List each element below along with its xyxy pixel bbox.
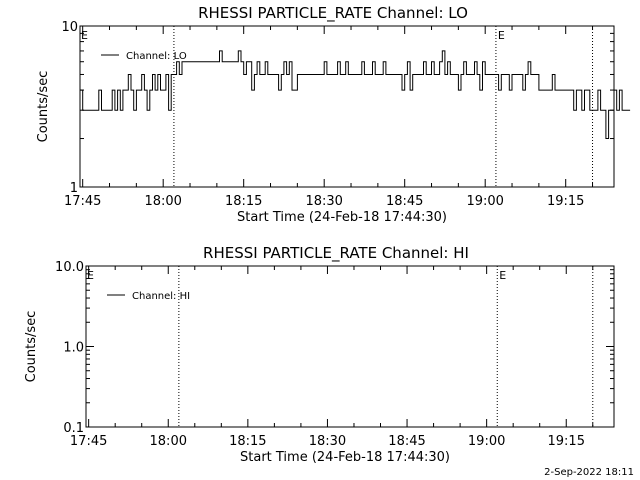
x-tick-label: 18:30	[309, 434, 346, 449]
panel-lo: RHESSI PARTICLE_RATE Channel: LO 1 10 17:45…	[36, 4, 631, 225]
event-label: E	[498, 29, 505, 42]
y-axis-label: Counts/sec	[24, 311, 39, 383]
event-label: E	[87, 269, 94, 282]
event-label: E	[81, 29, 88, 42]
chart-title: RHESSI PARTICLE_RATE Channel: LO	[198, 4, 468, 23]
x-tick-label: 18:30	[305, 194, 342, 209]
x-tick-label: 19:15	[547, 194, 584, 209]
series-line	[80, 50, 631, 139]
x-tick-label: 19:00	[466, 194, 503, 209]
x-tick-label: 19:15	[548, 434, 585, 449]
panel-hi: RHESSI PARTICLE_RATE Channel: HI 0.1 1.0 10…	[24, 244, 615, 465]
y-tick-label: 1	[70, 181, 78, 196]
y-tick-label: 1.0	[63, 341, 84, 356]
y-tick-label: 10	[61, 20, 78, 35]
chart-title: RHESSI PARTICLE_RATE Channel: HI	[203, 244, 469, 263]
x-tick-label: 17:45	[70, 434, 107, 449]
x-tick-label: 18:00	[144, 194, 181, 209]
y-tick-label: 10.0	[55, 260, 84, 275]
event-label: E	[499, 269, 506, 282]
x-axis-label: Start Time (24-Feb-18 17:44:30)	[237, 210, 447, 225]
x-tick-label: 18:45	[386, 194, 423, 209]
x-tick-label: 19:00	[468, 434, 505, 449]
y-axis-label: Counts/sec	[36, 71, 51, 143]
x-tick-label: 18:15	[229, 434, 266, 449]
y-tick-label: 0.1	[63, 421, 84, 436]
x-tick-label: 18:15	[225, 194, 262, 209]
x-tick-label: 17:45	[64, 194, 101, 209]
date-stamp: 2-Sep-2022 18:11	[544, 467, 634, 478]
x-axis-label: Start Time (24-Feb-18 17:44:30)	[240, 450, 450, 465]
x-tick-label: 18:00	[150, 434, 187, 449]
x-tick-label: 18:45	[388, 434, 425, 449]
legend-entry: Channel: LO	[126, 51, 187, 62]
legend-entry: Channel: HI	[132, 291, 190, 302]
